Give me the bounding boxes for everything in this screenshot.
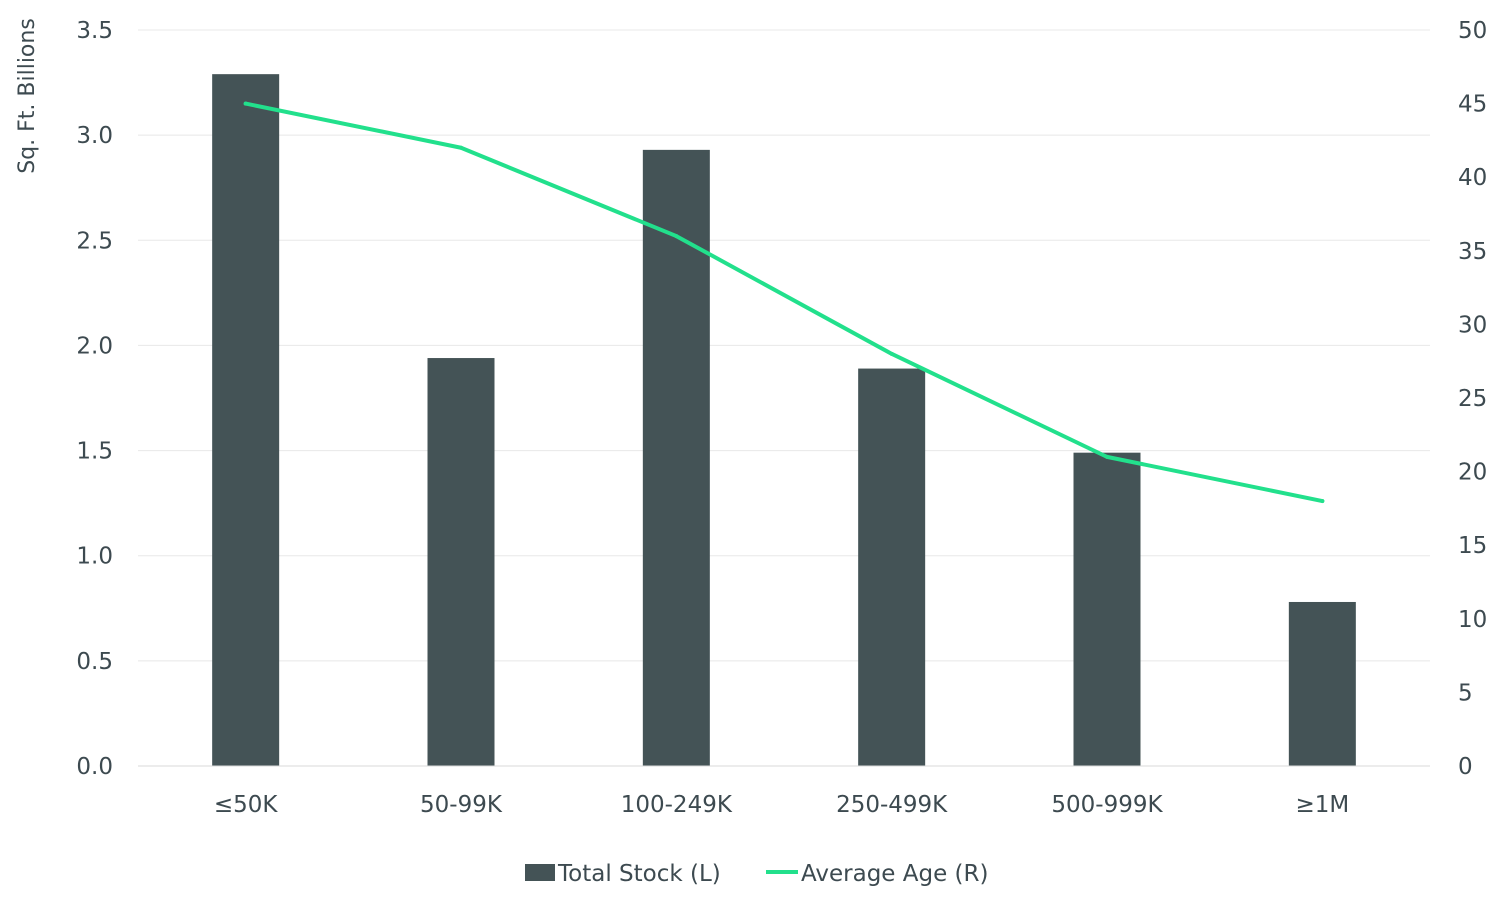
bar-5 [1073, 452, 1141, 766]
left-axis: 0.0 0.5 1.0 1.5 2.0 2.5 3.0 3.5 [76, 18, 113, 780]
right-tick-label: 40 [1458, 165, 1487, 191]
right-tick-label: 35 [1458, 239, 1487, 265]
average-age-point-5 [1105, 454, 1109, 459]
right-tick-label: 10 [1458, 607, 1487, 633]
average-age-point-2 [459, 145, 463, 150]
gridlines [138, 29, 1430, 662]
average-age-point-3 [674, 234, 679, 239]
x-tick-label: ≤50K [214, 792, 279, 818]
average-age-point-1 [243, 101, 248, 106]
right-tick-label: 15 [1458, 533, 1487, 559]
bar-3 [642, 149, 710, 766]
bar-1 [212, 74, 280, 766]
left-tick-label: 3.5 [76, 18, 113, 44]
left-tick-label: 1.5 [76, 439, 113, 465]
average-age-line [243, 101, 1325, 504]
x-tick-label: 500-999K [1051, 792, 1163, 818]
bar-series-total-stock [212, 74, 1356, 766]
left-tick-label: 0.5 [76, 649, 113, 675]
average-age-point-4 [889, 351, 894, 356]
x-tick-label: 100-249K [621, 792, 733, 818]
bar-4 [858, 368, 926, 766]
left-tick-label: 1.0 [76, 544, 113, 570]
legend: Total Stock (L) Average Age (R) [525, 861, 988, 887]
left-tick-label: 2.5 [76, 228, 113, 254]
legend-label-average-age: Average Age (R) [801, 861, 988, 887]
left-axis-title: Sq. Ft. Billions [15, 18, 40, 174]
left-tick-label: 0.0 [76, 754, 113, 780]
right-tick-label: 0 [1458, 754, 1473, 780]
right-tick-label: 50 [1458, 18, 1487, 44]
right-tick-label: 45 [1458, 92, 1487, 118]
right-tick-label: 25 [1458, 386, 1487, 412]
average-age-point-6 [1320, 499, 1325, 504]
x-tick-label: 250-499K [836, 792, 948, 818]
right-tick-label: 5 [1458, 680, 1473, 706]
line-series-average-age [243, 101, 1325, 504]
left-tick-label: 2.0 [76, 333, 113, 359]
legend-label-total-stock: Total Stock (L) [557, 861, 721, 887]
x-tick-label: ≥1M [1295, 792, 1349, 818]
left-tick-label: 3.0 [76, 123, 113, 149]
bar-6 [1288, 601, 1356, 766]
right-tick-label: 30 [1458, 312, 1487, 338]
x-axis: ≤50K 50-99K 100-249K 250-499K 500-999K ≥1M [138, 765, 1430, 818]
right-axis: 0 5 10 15 20 25 30 35 40 45 50 [1458, 18, 1487, 780]
x-tick-label: 50-99K [420, 792, 503, 818]
legend-swatch-total-stock [525, 864, 555, 881]
bar-2 [427, 358, 495, 766]
right-tick-label: 20 [1458, 460, 1487, 486]
